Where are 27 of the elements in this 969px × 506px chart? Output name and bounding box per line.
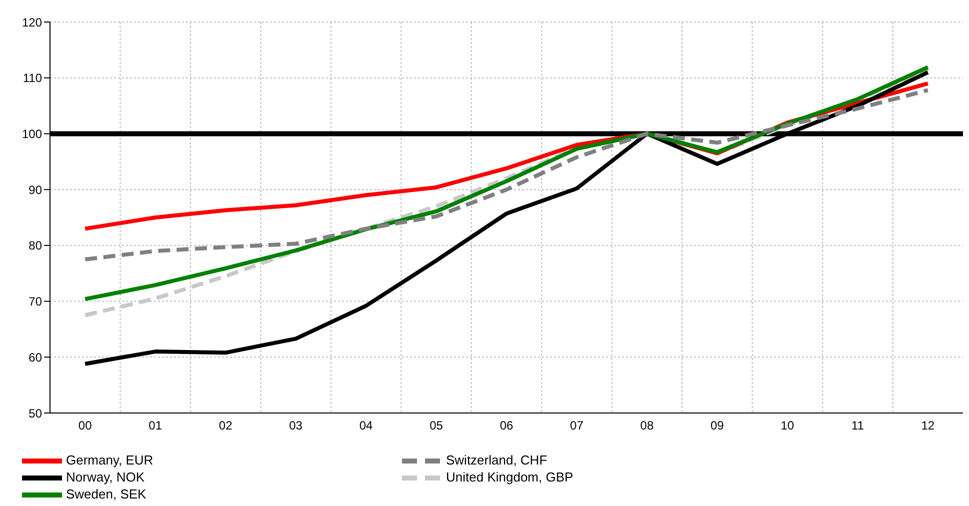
x-tick-label: 04 <box>359 418 374 433</box>
line-series <box>83 88 930 262</box>
x-tick-label: 01 <box>148 418 162 433</box>
legend-label: Germany, EUR <box>66 452 154 468</box>
legend-label: United Kingdom, GBP <box>446 469 574 484</box>
x-tick-label: 05 <box>430 418 444 433</box>
x-tick-label: 03 <box>289 418 303 433</box>
y-tick-label: 80 <box>28 238 42 253</box>
y-tick-label: 50 <box>28 406 42 420</box>
legend-label: Norway, NOK <box>66 469 144 484</box>
y-tick-label: 110 <box>22 71 42 86</box>
x-tick-label: 12 <box>921 418 935 433</box>
legend-label: Sweden, SEK <box>66 486 146 502</box>
y-tick-label: 90 <box>28 182 42 197</box>
y-tick-label: 60 <box>28 350 42 364</box>
x-tick-label: 00 <box>78 418 92 433</box>
x-tick-label: 07 <box>570 418 584 433</box>
x-tick-label: 02 <box>218 418 233 433</box>
x-tick-label: 09 <box>710 418 724 433</box>
x-tick-label: 11 <box>851 418 864 433</box>
x-tick-label: 08 <box>640 418 654 433</box>
legend-label: Switzerland, CHF <box>446 452 548 468</box>
x-tick-label: 06 <box>500 418 514 433</box>
y-tick-label: 120 <box>22 15 42 30</box>
x-tick-label: 10 <box>780 418 794 433</box>
y-tick-label: 100 <box>22 126 42 141</box>
y-tick-label: 70 <box>28 294 42 309</box>
